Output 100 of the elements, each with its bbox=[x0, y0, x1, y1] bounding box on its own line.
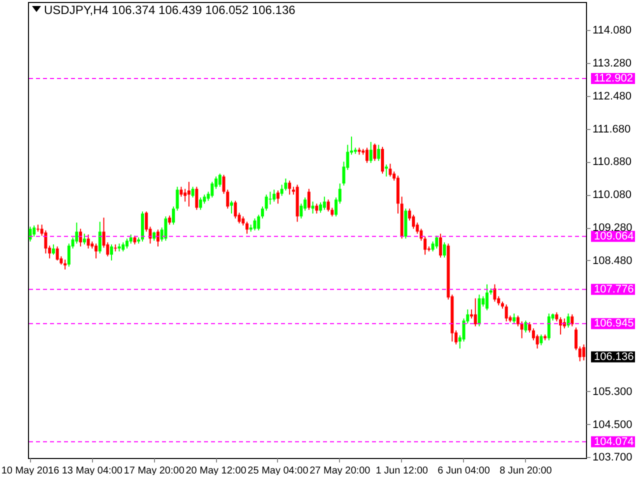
ref-line-label: 112.902 bbox=[594, 72, 633, 84]
candlestick bbox=[524, 320, 528, 333]
chart-title: USDJPY,H4 106.374 106.439 106.052 106.136 bbox=[44, 3, 296, 17]
candlestick bbox=[504, 304, 508, 322]
candlestick bbox=[164, 216, 168, 242]
y-tick-label: 104.500 bbox=[592, 418, 632, 431]
candlestick bbox=[176, 186, 179, 212]
candlestick bbox=[380, 146, 384, 174]
candlestick bbox=[199, 196, 202, 210]
candlestick bbox=[94, 243, 98, 259]
candlestick bbox=[260, 206, 264, 219]
y-tick-label: 111.680 bbox=[592, 123, 631, 136]
y-tick-label: 113.280 bbox=[592, 57, 632, 70]
candlestick bbox=[520, 320, 524, 339]
candlestick bbox=[555, 312, 558, 322]
candlestick bbox=[373, 143, 376, 162]
candlestick bbox=[210, 181, 214, 198]
candlestick bbox=[110, 244, 114, 261]
candlestick bbox=[28, 226, 32, 242]
candlestick bbox=[424, 236, 427, 256]
candlestick bbox=[129, 234, 132, 244]
candlestick bbox=[276, 190, 280, 204]
candlestick bbox=[412, 214, 415, 230]
candlestick bbox=[300, 203, 303, 219]
candlestick bbox=[172, 206, 175, 226]
candlestick bbox=[435, 235, 438, 250]
candlestick bbox=[98, 221, 102, 254]
candlestick bbox=[268, 191, 272, 205]
candlestick bbox=[242, 216, 245, 226]
x-tick-label: 1 Jun 12:00 bbox=[376, 466, 428, 476]
ref-line-label: 104.074 bbox=[594, 436, 634, 448]
candlestick bbox=[311, 201, 314, 214]
candlestick bbox=[547, 313, 550, 341]
candlestick bbox=[377, 144, 380, 162]
y-tick-label: 112.480 bbox=[592, 90, 632, 102]
candlestick bbox=[86, 234, 90, 250]
candlestick bbox=[152, 231, 156, 242]
candlestick bbox=[486, 284, 488, 311]
candlestick bbox=[56, 246, 59, 261]
y-tick-label: 105.300 bbox=[592, 386, 632, 398]
candlestick bbox=[195, 186, 198, 210]
candlestick bbox=[582, 344, 586, 361]
candlestick bbox=[257, 214, 260, 231]
candlestick bbox=[493, 284, 496, 302]
x-tick-label: 8 Jun 20:00 bbox=[500, 466, 552, 476]
candlestick bbox=[184, 188, 187, 202]
candlestick bbox=[67, 243, 70, 268]
candlestick bbox=[79, 228, 82, 247]
candlestick bbox=[234, 200, 237, 219]
candlestick bbox=[532, 328, 535, 341]
candlestick bbox=[32, 224, 36, 238]
candlestick bbox=[180, 186, 183, 198]
candlestick bbox=[315, 203, 318, 214]
candlestick bbox=[540, 334, 543, 346]
candlestick bbox=[442, 242, 446, 258]
candlestick bbox=[64, 259, 67, 270]
candlestick bbox=[52, 244, 55, 256]
candlestick bbox=[272, 189, 276, 202]
candlestick bbox=[562, 318, 566, 329]
candlestick bbox=[264, 194, 268, 212]
candlestick bbox=[528, 322, 532, 333]
candlestick bbox=[218, 173, 222, 188]
ref-line-label: 106.945 bbox=[594, 318, 634, 330]
y-tick-label: 103.700 bbox=[592, 452, 632, 464]
candlestick bbox=[578, 346, 582, 362]
candlestick bbox=[82, 233, 86, 245]
candlestick bbox=[230, 200, 234, 214]
y-tick-label: 114.080 bbox=[592, 24, 632, 36]
y-tick-label: 110.080 bbox=[592, 189, 632, 202]
candlestick bbox=[384, 164, 388, 177]
candlestick bbox=[566, 313, 570, 328]
candlestick bbox=[122, 242, 125, 252]
ref-line-label: 107.776 bbox=[594, 283, 634, 296]
text: 106.136 bbox=[594, 350, 634, 363]
candlestick bbox=[191, 186, 194, 198]
candlestick bbox=[156, 229, 160, 247]
candlestick bbox=[322, 196, 326, 210]
candlestick bbox=[307, 188, 310, 210]
candlestick bbox=[126, 238, 128, 250]
candlestick bbox=[439, 233, 442, 258]
candlestick bbox=[474, 298, 477, 327]
candlestick bbox=[202, 194, 206, 204]
candlestick bbox=[574, 327, 578, 351]
candlestick bbox=[288, 180, 292, 196]
y-tick-label: 110.880 bbox=[592, 156, 632, 168]
candlestick bbox=[512, 313, 516, 324]
candlestick bbox=[187, 181, 190, 208]
candlestick bbox=[536, 334, 539, 350]
candlestick bbox=[75, 222, 78, 244]
candlestick bbox=[366, 147, 368, 164]
candlestick bbox=[369, 141, 372, 164]
candlestick bbox=[516, 315, 520, 327]
candlestick bbox=[246, 221, 248, 234]
x-tick-label: 6 Jun 04:00 bbox=[438, 466, 490, 476]
candlestick bbox=[431, 241, 434, 252]
candlestick bbox=[253, 218, 256, 231]
candlestick bbox=[319, 202, 322, 214]
candlestick bbox=[559, 316, 562, 336]
y-tick-label: 108.480 bbox=[592, 254, 632, 267]
candlestick bbox=[168, 215, 172, 226]
